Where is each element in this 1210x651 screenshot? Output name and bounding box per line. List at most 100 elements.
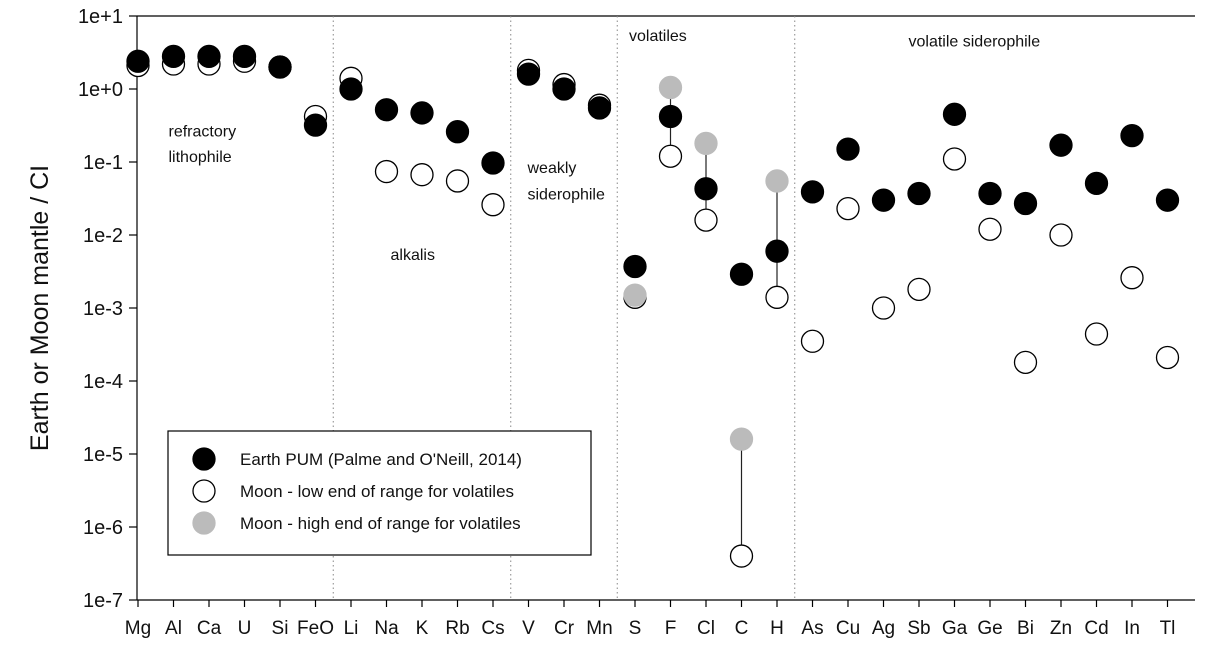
earth-pum-point bbox=[374, 98, 399, 122]
earth-pum-point bbox=[765, 239, 789, 263]
legend-marker bbox=[192, 447, 216, 471]
moon-low-point bbox=[765, 285, 789, 309]
legend-label: Earth PUM (Palme and O'Neill, 2014) bbox=[240, 450, 522, 469]
moon-low-point bbox=[978, 217, 1002, 241]
x-tick-label: Ga bbox=[942, 618, 968, 639]
x-tick-label: Zn bbox=[1050, 618, 1072, 639]
earth-pum-point bbox=[694, 177, 718, 201]
x-tick-label: Cd bbox=[1084, 618, 1108, 639]
moon-high-point bbox=[658, 75, 683, 100]
x-tick-label: As bbox=[801, 618, 823, 639]
earth-pum-point bbox=[587, 96, 612, 120]
earth-pum-point bbox=[232, 44, 257, 69]
annotation: alkalis bbox=[391, 247, 435, 264]
x-tick-label: Sb bbox=[907, 618, 930, 639]
moon-low-point bbox=[907, 277, 931, 302]
moon-low-point bbox=[1155, 345, 1180, 370]
legend-label: Moon - low end of range for volatiles bbox=[240, 482, 514, 501]
moon-low-point bbox=[800, 329, 825, 353]
moon-high-point bbox=[729, 427, 754, 451]
y-axis-label: Earth or Moon mantle / CI bbox=[26, 165, 54, 451]
y-tick-label: 1e+0 bbox=[78, 79, 123, 101]
annotation: volatile siderophile bbox=[909, 34, 1041, 51]
legend-marker bbox=[192, 511, 216, 535]
x-tick-label: Cr bbox=[554, 618, 575, 639]
x-tick-label: Tl bbox=[1160, 618, 1176, 639]
y-tick-label: 1e-1 bbox=[83, 152, 123, 174]
earth-pum-point bbox=[268, 55, 292, 79]
y-tick-label: 1e-7 bbox=[83, 590, 123, 612]
x-tick-label: Bi bbox=[1017, 618, 1034, 639]
y-tick-label: 1e-5 bbox=[83, 444, 123, 466]
x-tick-label: FeO bbox=[297, 618, 334, 639]
moon-low-point bbox=[694, 208, 718, 232]
earth-pum-point bbox=[1155, 188, 1180, 212]
annotation: weakly bbox=[527, 160, 577, 177]
earth-pum-point bbox=[871, 188, 896, 212]
x-tick-label: Na bbox=[374, 618, 399, 639]
moon-low-point bbox=[1013, 350, 1038, 375]
earth-pum-point bbox=[161, 44, 186, 69]
moon-low-point bbox=[445, 169, 470, 193]
earth-pum-point bbox=[658, 104, 683, 129]
x-tick-label: Al bbox=[165, 618, 182, 639]
annotation: refractory bbox=[169, 124, 237, 141]
earth-pum-point bbox=[339, 77, 363, 101]
moon-low-point bbox=[481, 193, 505, 217]
x-tick-label: H bbox=[770, 618, 784, 639]
x-tick-label: In bbox=[1124, 618, 1140, 639]
earth-pum-point bbox=[1013, 191, 1038, 216]
moon-low-point bbox=[871, 296, 896, 320]
y-tick-label: 1e-4 bbox=[83, 371, 123, 393]
x-tick-label: K bbox=[416, 618, 429, 639]
moon-low-point bbox=[1049, 223, 1073, 247]
earth-pum-point bbox=[303, 113, 328, 137]
earth-pum-point bbox=[800, 180, 825, 204]
annotation: siderophile bbox=[528, 187, 605, 204]
y-tick-label: 1e+1 bbox=[78, 6, 123, 28]
x-tick-label: Ca bbox=[197, 618, 222, 639]
x-tick-label: U bbox=[238, 618, 252, 639]
earth-pum-point bbox=[623, 254, 647, 279]
legend-label: Moon - high end of range for volatiles bbox=[240, 514, 521, 533]
earth-pum-point bbox=[836, 137, 860, 161]
moon-low-point bbox=[836, 196, 860, 221]
y-tick-label: 1e-2 bbox=[83, 225, 123, 247]
x-tick-label: Ge bbox=[977, 618, 1002, 639]
moon-high-point bbox=[765, 169, 789, 193]
y-tick-label: 1e-6 bbox=[83, 517, 123, 539]
earth-pum-point bbox=[907, 181, 931, 206]
x-tick-label: C bbox=[735, 618, 749, 639]
x-tick-label: Rb bbox=[445, 618, 469, 639]
x-tick-label: S bbox=[629, 618, 642, 639]
x-tick-label: Cu bbox=[836, 618, 860, 639]
x-tick-label: Cl bbox=[697, 618, 715, 639]
x-tick-label: Li bbox=[344, 618, 359, 639]
moon-high-point bbox=[623, 283, 647, 307]
x-tick-label: V bbox=[522, 618, 535, 639]
annotation: lithophile bbox=[169, 149, 232, 166]
x-tick-label: Si bbox=[272, 618, 289, 639]
x-tick-label: F bbox=[665, 618, 677, 639]
legend-box bbox=[167, 430, 592, 556]
moon-low-point bbox=[1120, 266, 1144, 290]
earth-pum-point bbox=[978, 181, 1002, 206]
earth-pum-point bbox=[552, 77, 576, 101]
moon-low-point bbox=[729, 544, 754, 568]
earth-pum-point bbox=[942, 102, 967, 126]
earth-pum-point bbox=[445, 120, 470, 144]
x-tick-label: Ag bbox=[872, 618, 895, 639]
earth-pum-point bbox=[516, 62, 541, 86]
earth-pum-point bbox=[1120, 123, 1144, 148]
x-tick-label: Mn bbox=[586, 618, 612, 639]
x-tick-label: Cs bbox=[481, 618, 504, 639]
earth-pum-point bbox=[197, 44, 221, 69]
earth-pum-point bbox=[126, 49, 150, 73]
y-tick-label: 1e-3 bbox=[83, 298, 123, 320]
earth-pum-point bbox=[729, 262, 754, 286]
x-tick-label: Mg bbox=[125, 618, 151, 639]
annotation: volatiles bbox=[629, 28, 687, 45]
legend-marker bbox=[192, 479, 216, 503]
moon-low-point bbox=[374, 159, 399, 184]
moon-low-point bbox=[1084, 322, 1109, 346]
